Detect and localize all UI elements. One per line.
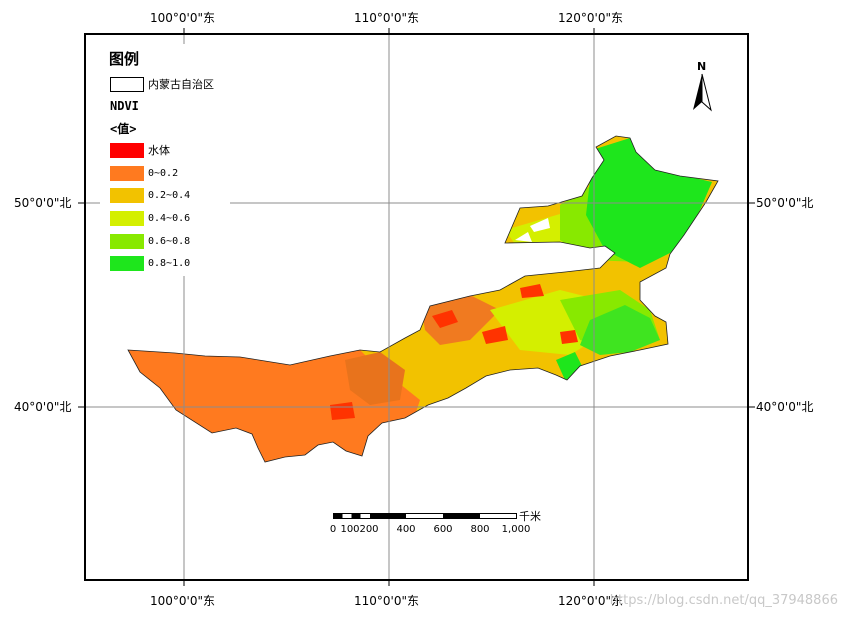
region-label: 内蒙古自治区 [148,78,214,91]
legend-swatch [110,256,144,271]
region-swatch [110,77,144,92]
legend-label: 0.2~0.4 [148,190,191,201]
scale-tick: 800 [470,524,490,535]
lat-label-right-50: 50°0'0"北 [756,196,814,210]
legend-class-0.6-0.8: 0.6~0.8 [110,234,190,250]
legend-swatch [110,143,144,158]
legend-swatch [110,188,144,203]
ndvi-title: NDVI [110,99,139,113]
legend-swatch [110,234,144,249]
legend-label: 0.8~1.0 [148,258,191,269]
legend-label: 水体 [148,144,170,157]
legend-class-water: 水体 [110,143,170,159]
legend-label: 0.6~0.8 [148,236,191,247]
scale-tick: 600 [433,524,453,535]
lon-label-bottom-100: 100°0'0"东 [150,594,215,608]
lat-label-left-50: 50°0'0"北 [14,196,72,210]
watermark: https://blog.csdn.net/qq_37948866 [609,593,838,608]
scale-tick: 100 [340,524,360,535]
scale-tick: 200 [359,524,379,535]
legend-region-row: 内蒙古自治区 [110,77,214,93]
legend-class-0-0.2: 0~0.2 [110,166,178,182]
lat-label-left-40: 40°0'0"北 [14,400,72,414]
legend-class-0.8-1.0: 0.8~1.0 [110,256,190,272]
lon-label-bottom-110: 110°0'0"东 [354,594,419,608]
legend-swatch [110,166,144,181]
scale-unit: 千米 [519,510,541,523]
north-letter: N [697,60,707,73]
value-title: <值> [110,122,137,136]
lon-label-top-110: 110°0'0"东 [354,11,419,25]
legend-class-0.2-0.4: 0.2~0.4 [110,188,190,204]
lat-label-right-40: 40°0'0"北 [756,400,814,414]
legend-class-0.4-0.6: 0.4~0.6 [110,211,190,227]
legend-title: 图例 [109,50,140,68]
scale-tick: 0 [329,524,337,535]
legend-label: 0.4~0.6 [148,213,191,224]
legend-label: 0~0.2 [148,168,179,179]
scale-bar [333,513,517,519]
lon-label-top-120: 120°0'0"东 [558,11,623,25]
lon-label-top-100: 100°0'0"东 [150,11,215,25]
scale-tick: 1,000 [501,524,531,535]
north-arrow-icon [693,73,712,112]
lon-label-bottom-120: 120°0'0"东 [558,594,623,608]
legend-swatch [110,211,144,226]
scale-tick: 400 [396,524,416,535]
